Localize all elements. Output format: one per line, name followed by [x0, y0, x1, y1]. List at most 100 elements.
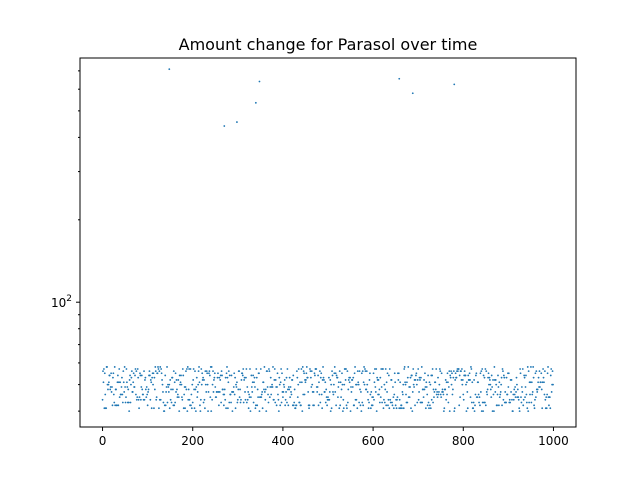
- data-point: [409, 386, 411, 388]
- data-point: [515, 376, 518, 379]
- data-point: [168, 383, 171, 386]
- data-point: [135, 393, 137, 396]
- data-point: [153, 388, 156, 391]
- data-point: [534, 398, 536, 401]
- data-point: [506, 393, 509, 396]
- data-point: [117, 381, 120, 384]
- data-point: [310, 386, 313, 388]
- data-point: [165, 386, 168, 388]
- data-point: [431, 368, 434, 370]
- data-point: [499, 393, 502, 396]
- data-point: [515, 391, 517, 393]
- data-point: [258, 372, 260, 375]
- data-point: [412, 383, 415, 386]
- data-point: [530, 381, 533, 384]
- data-point: [218, 376, 221, 379]
- data-point: [277, 398, 280, 401]
- data-point: [145, 396, 148, 399]
- data-point: [250, 386, 253, 388]
- data-point: [197, 383, 200, 386]
- data-point: [125, 396, 127, 399]
- data-point: [189, 368, 192, 370]
- data-point: [411, 92, 414, 95]
- data-point: [289, 396, 292, 399]
- data-point: [302, 393, 305, 396]
- data-point: [132, 381, 135, 384]
- data-point: [484, 368, 487, 370]
- data-point: [451, 393, 454, 396]
- data-point: [470, 366, 472, 368]
- data-point: [211, 383, 214, 386]
- data-point: [190, 393, 193, 396]
- data-point: [406, 401, 409, 404]
- data-point: [104, 393, 107, 396]
- data-point: [429, 407, 432, 410]
- data-point: [324, 381, 327, 384]
- data-point: [260, 396, 263, 399]
- data-point: [147, 388, 150, 391]
- data-point: [269, 386, 272, 388]
- data-point: [503, 376, 506, 379]
- data-point: [188, 398, 191, 401]
- data-point: [543, 381, 545, 384]
- data-point: [217, 404, 220, 407]
- data-point: [378, 393, 380, 396]
- data-point: [538, 370, 541, 373]
- data-point: [414, 379, 417, 381]
- x-tick-label: 800: [452, 434, 475, 448]
- data-point: [365, 388, 368, 391]
- data-point: [102, 381, 105, 384]
- data-point: [332, 391, 334, 393]
- data-point: [241, 372, 244, 375]
- data-point: [223, 393, 226, 396]
- data-point: [240, 398, 242, 401]
- data-point: [505, 376, 508, 379]
- data-point: [102, 370, 104, 373]
- data-point: [279, 404, 282, 407]
- data-point: [410, 407, 412, 410]
- data-point: [165, 391, 168, 393]
- data-point: [433, 396, 435, 399]
- data-point: [537, 376, 540, 379]
- data-point: [357, 381, 360, 384]
- data-point: [359, 388, 361, 391]
- data-point: [264, 388, 267, 391]
- data-point: [550, 368, 553, 370]
- data-point: [336, 376, 339, 379]
- data-point: [185, 388, 188, 391]
- data-point: [120, 386, 123, 388]
- data-point: [359, 404, 362, 407]
- data-point: [247, 391, 250, 393]
- data-point: [144, 388, 147, 391]
- data-point: [309, 370, 312, 373]
- data-point: [345, 404, 348, 407]
- data-point: [499, 391, 502, 393]
- data-point: [116, 374, 119, 377]
- data-point: [244, 398, 247, 401]
- data-point: [317, 374, 319, 377]
- data-point: [332, 393, 335, 396]
- data-point: [539, 386, 541, 388]
- data-point: [236, 381, 238, 384]
- data-point: [477, 393, 480, 396]
- data-point: [258, 80, 261, 83]
- data-point: [436, 396, 439, 399]
- data-point: [315, 368, 318, 370]
- data-point: [406, 376, 409, 379]
- data-point: [478, 396, 481, 399]
- data-point: [551, 370, 554, 373]
- data-point: [202, 401, 205, 404]
- data-point: [341, 372, 343, 375]
- data-point: [452, 388, 454, 391]
- data-point: [363, 366, 365, 368]
- data-point: [466, 391, 469, 393]
- data-point: [250, 374, 253, 377]
- data-point: [164, 374, 167, 377]
- data-point: [139, 374, 142, 377]
- data-point: [251, 381, 254, 384]
- data-point: [369, 372, 371, 375]
- data-point: [349, 376, 351, 379]
- data-point: [473, 410, 476, 413]
- data-point: [447, 401, 450, 404]
- data-point: [261, 407, 264, 410]
